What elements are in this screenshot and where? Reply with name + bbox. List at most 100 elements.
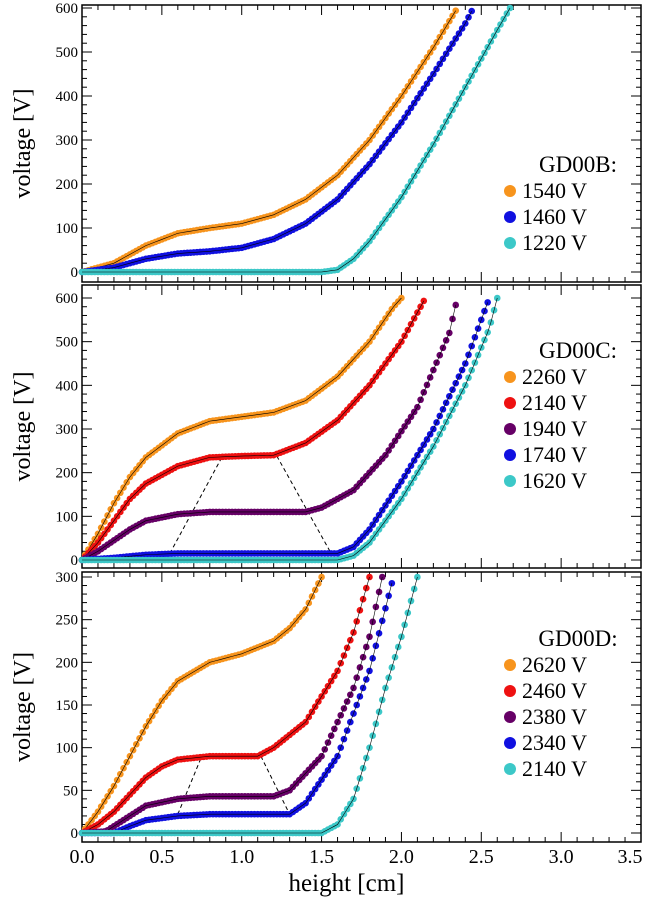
- legend-title: GD00D:: [538, 626, 617, 651]
- panel-3: 0 50 100 150 200 250 300 voltage [V] GD00D:2620 …: [10, 570, 643, 897]
- legend-label: 2260 V: [522, 364, 587, 389]
- y-tick-label: 100: [56, 741, 79, 757]
- x-tick-label: 2.5: [469, 846, 494, 868]
- guide-dashed-line: [169, 455, 223, 554]
- legend-marker: [504, 711, 516, 723]
- y-tick-label: 100: [56, 509, 79, 525]
- x-tick-label: 1.5: [309, 846, 334, 868]
- legend-label: 1940 V: [522, 416, 587, 441]
- series-line: [82, 576, 418, 834]
- series-line: [81, 300, 425, 561]
- y-tick-label: 0: [71, 265, 79, 281]
- series-2140V: [78, 573, 421, 837]
- legend-marker: [504, 371, 516, 383]
- y-tick-label: 600: [56, 1, 79, 17]
- series-line: [82, 297, 498, 561]
- y-tick-label: 400: [56, 89, 79, 105]
- y-tick-label: 100: [56, 221, 79, 237]
- y-tick-label: 150: [56, 698, 79, 714]
- y-tick-label: 300: [56, 133, 79, 149]
- y-tick-label: 200: [56, 177, 79, 193]
- y-tick-label: 300: [56, 422, 79, 438]
- legend-label: 2140 V: [522, 756, 587, 781]
- series-line: [81, 297, 402, 561]
- legend-label: 2340 V: [522, 730, 587, 755]
- y-tick-label: 200: [56, 655, 79, 671]
- y-axis-label: voltage [V]: [10, 372, 36, 482]
- x-tick-label: 3.0: [549, 846, 574, 868]
- y-tick-label: 0: [71, 826, 79, 842]
- plot-frame: [81, 4, 642, 283]
- legend-marker: [504, 185, 516, 197]
- legend-marker: [504, 237, 516, 249]
- series-line: [81, 304, 457, 561]
- y-tick-label: 0: [71, 553, 79, 569]
- x-tick-label: 2.0: [389, 846, 414, 868]
- legend-title: GD00B:: [539, 152, 617, 177]
- series-2260V: [78, 294, 405, 564]
- guide-dashed-line: [260, 755, 291, 815]
- legend-label: 1740 V: [522, 442, 587, 467]
- series-line: [82, 583, 393, 834]
- series-line: [82, 7, 511, 273]
- legend-label: 2460 V: [522, 678, 587, 703]
- y-tick-label: 600: [56, 291, 79, 307]
- y-tick-label: 200: [56, 466, 79, 482]
- x-tick-label: 3.5: [618, 846, 643, 868]
- data-point: [378, 573, 386, 581]
- legend-label: 1220 V: [522, 230, 587, 255]
- y-tick-label: 300: [56, 570, 79, 586]
- y-tick-label: 250: [56, 613, 79, 629]
- series-line: [81, 10, 456, 273]
- series-line: [81, 576, 370, 834]
- data-point: [506, 4, 514, 12]
- plot-frame: [81, 284, 642, 569]
- series-line: [81, 302, 488, 561]
- series-line: [81, 576, 322, 834]
- x-tick-label: 0.0: [70, 846, 95, 868]
- series-2620V: [78, 573, 325, 837]
- series-line: [81, 10, 472, 273]
- y-axis-label: voltage [V]: [10, 652, 36, 762]
- legend-marker: [504, 737, 516, 749]
- data-point: [318, 573, 325, 581]
- legend-title: GD00C:: [539, 338, 617, 363]
- series-1220V: [78, 4, 514, 276]
- y-tick-label: 50: [63, 783, 78, 799]
- y-tick-label: 500: [56, 335, 79, 351]
- data-point: [452, 7, 460, 14]
- legend-marker: [504, 685, 516, 697]
- series-2140V: [78, 297, 428, 564]
- legend-marker: [504, 397, 516, 409]
- legend-label: 2380 V: [522, 704, 587, 729]
- legend-marker: [504, 763, 516, 775]
- legend-label: 2140 V: [522, 390, 587, 415]
- series-1620V: [78, 294, 501, 564]
- data-point: [468, 7, 476, 15]
- series-1940V: [78, 301, 460, 564]
- panel-2: 0 100 200 300 400 500 600 voltage [V] GD00C:2260…: [10, 284, 642, 569]
- legend-label: 1460 V: [522, 204, 587, 229]
- legend-marker: [504, 475, 516, 487]
- guide-dashed-line: [276, 455, 332, 554]
- legend-label: 1540 V: [522, 178, 587, 203]
- legend-marker: [504, 423, 516, 435]
- legend-marker: [504, 211, 516, 223]
- legend-label: 2620 V: [522, 652, 587, 677]
- series-1540V: [78, 7, 460, 276]
- y-tick-label: 500: [56, 45, 79, 61]
- series-2460V: [78, 573, 373, 837]
- series-line: [81, 576, 383, 834]
- y-axis-label: voltage [V]: [10, 89, 36, 199]
- x-tick-label: 1.0: [229, 846, 254, 868]
- legend-marker: [504, 449, 516, 461]
- x-tick-label: 0.5: [149, 846, 174, 868]
- legend-marker: [504, 659, 516, 671]
- legend-label: 1620 V: [522, 468, 587, 493]
- series-1460V: [78, 7, 476, 276]
- panel-1: 0 100 200 300 400 500 600 voltage [V] GD00B:1540…: [10, 1, 642, 283]
- plot-frame: [81, 571, 642, 843]
- data-point: [414, 573, 421, 581]
- x-axis-label: height [cm]: [289, 870, 405, 897]
